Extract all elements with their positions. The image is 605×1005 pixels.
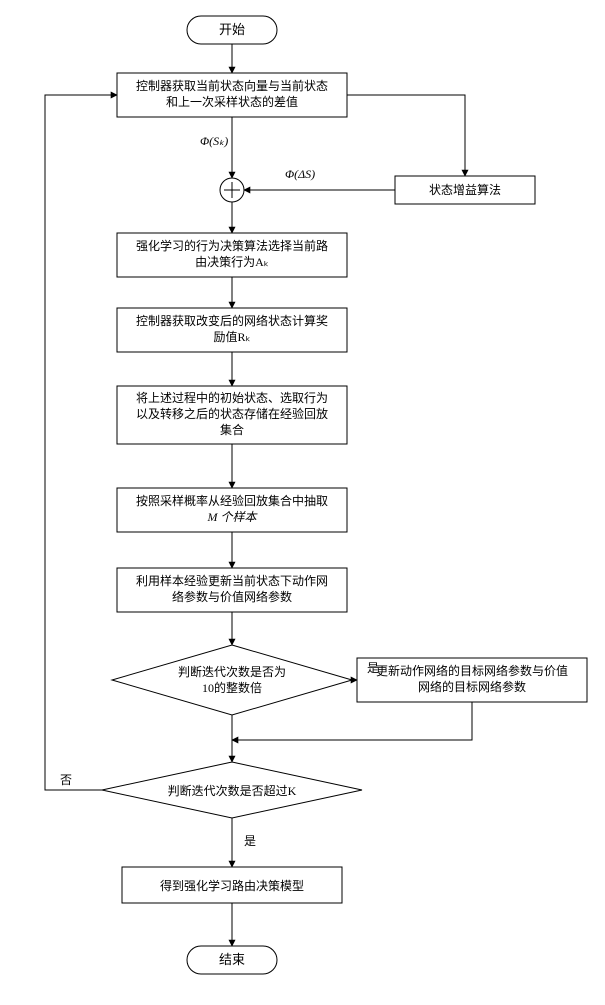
svg-text:开始: 开始 [219, 22, 245, 37]
svg-text:网络的目标网络参数: 网络的目标网络参数 [418, 679, 526, 694]
edge-upd-merge [232, 702, 472, 740]
svg-text:利用样本经验更新当前状态下动作网: 利用样本经验更新当前状态下动作网 [136, 573, 328, 588]
start-node: 开始 [187, 16, 277, 44]
dec2-no-label: 否 [60, 773, 72, 787]
svg-text:以及转移之后的状态存储在经验回放: 以及转移之后的状态存储在经验回放 [136, 406, 328, 421]
edge-dec2-loopback [45, 95, 117, 790]
svg-text:和上一次采样状态的差值: 和上一次采样状态的差值 [166, 94, 298, 109]
svg-text:得到强化学习路由决策模型: 得到强化学习路由决策模型 [160, 878, 304, 893]
svg-text:判断迭代次数是否超过K: 判断迭代次数是否超过K [168, 783, 297, 798]
decision1-node: 判断迭代次数是否为 10的整数倍 [112, 645, 352, 715]
svg-text:控制器获取当前状态向量与当前状态: 控制器获取当前状态向量与当前状态 [136, 78, 328, 93]
svg-text:励值Rₖ: 励值Rₖ [213, 329, 250, 344]
svg-text:状态增益算法: 状态增益算法 [429, 182, 501, 197]
svg-text:强化学习的行为决策算法选择当前路: 强化学习的行为决策算法选择当前路 [136, 238, 328, 253]
dec2-yes-label: 是 [244, 834, 256, 848]
svg-text:络参数与价值网络参数: 络参数与价值网络参数 [172, 589, 292, 604]
gain-node: 状态增益算法 [395, 176, 535, 204]
flowchart-canvas: 开始 控制器获取当前状态向量与当前状态 和上一次采样状态的差值 状态增益算法 Φ… [0, 0, 605, 1000]
svg-text:结束: 结束 [219, 952, 245, 967]
edge-step1-gain [347, 95, 465, 176]
phi-sk-label: Φ(Sₖ) [200, 134, 228, 148]
svg-text:集合: 集合 [220, 422, 244, 437]
svg-text:10的整数倍: 10的整数倍 [202, 680, 262, 695]
decision2-node: 判断迭代次数是否超过K [102, 762, 362, 818]
svg-text:M 个样本: M 个样本 [207, 510, 259, 524]
svg-text:将上述过程中的初始状态、选取行为: 将上述过程中的初始状态、选取行为 [136, 390, 328, 405]
phi-ds-label: Φ(ΔS) [285, 167, 315, 181]
end-node: 结束 [187, 946, 277, 974]
result-node: 得到强化学习路由决策模型 [122, 867, 342, 903]
sum-node [220, 178, 244, 202]
svg-text:控制器获取改变后的网络状态计算奖: 控制器获取改变后的网络状态计算奖 [136, 313, 328, 328]
svg-text:按照采样概率从经验回放集合中抽取: 按照采样概率从经验回放集合中抽取 [136, 493, 328, 508]
svg-text:由决策行为Aₖ: 由决策行为Aₖ [195, 255, 269, 269]
step5-node: 按照采样概率从经验回放集合中抽取 M 个样本 [117, 488, 347, 532]
step4-node: 将上述过程中的初始状态、选取行为 以及转移之后的状态存储在经验回放 集合 [117, 386, 347, 444]
svg-text:判断迭代次数是否为: 判断迭代次数是否为 [178, 664, 286, 679]
step6-node: 利用样本经验更新当前状态下动作网 络参数与价值网络参数 [117, 568, 347, 612]
update-node: 更新动作网络的目标网络参数与价值 网络的目标网络参数 [357, 658, 587, 702]
step1-node: 控制器获取当前状态向量与当前状态 和上一次采样状态的差值 [117, 73, 347, 117]
step2-node: 强化学习的行为决策算法选择当前路 由决策行为Aₖ [117, 233, 347, 277]
step3-node: 控制器获取改变后的网络状态计算奖 励值Rₖ [117, 308, 347, 352]
svg-text:更新动作网络的目标网络参数与价值: 更新动作网络的目标网络参数与价值 [376, 663, 568, 678]
